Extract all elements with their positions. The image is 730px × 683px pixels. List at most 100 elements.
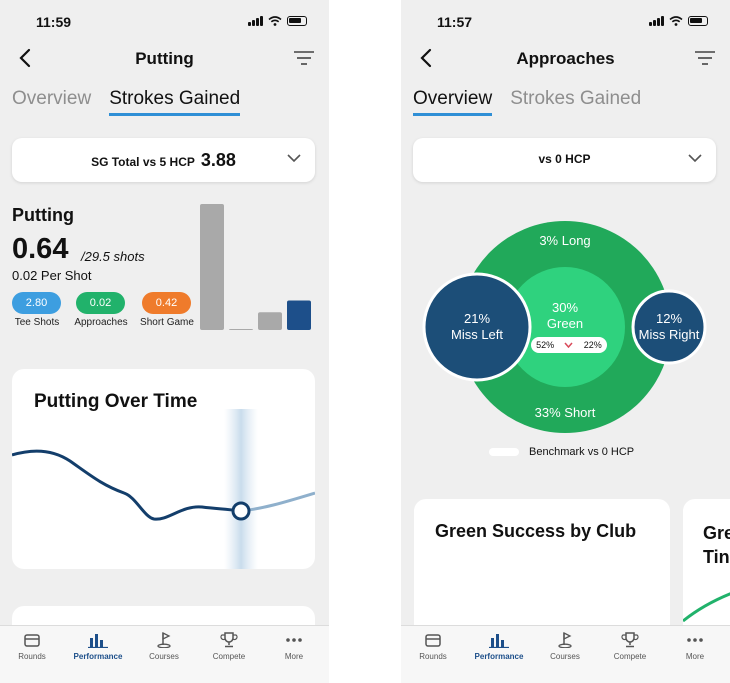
approach-target-graphic	[422, 221, 707, 433]
tab-more[interactable]: More	[264, 632, 324, 661]
more-dots-icon	[286, 638, 302, 642]
wifi-icon	[268, 16, 282, 26]
approaches-pill[interactable]: 0.02	[76, 292, 125, 314]
partial-card[interactable]: Gre Tin	[683, 499, 730, 649]
tab-label: Performance	[474, 652, 524, 661]
right-phone-screen: 11:57 Approaches Overview Strokes Gained…	[401, 0, 730, 683]
selection-highlight	[224, 409, 258, 569]
segment-tabs: Overview Strokes Gained	[413, 88, 641, 116]
sg-bar-chart	[200, 204, 311, 330]
tab-rounds[interactable]: Rounds	[403, 632, 463, 661]
sg-shots: /29.5 shots	[81, 249, 145, 264]
left-phone-screen: 11:59 Putting Overview Strokes Gained SG…	[0, 0, 329, 683]
courses-flag-icon	[157, 632, 171, 648]
green-success-card[interactable]: Green Success by Club	[414, 499, 670, 649]
back-chevron-icon[interactable]	[417, 46, 437, 70]
tab-courses[interactable]: Courses	[535, 632, 595, 661]
status-icons	[649, 16, 708, 26]
tab-label: Rounds	[18, 652, 46, 661]
comparison-selector[interactable]: SG Total vs 5 HCP 3.88	[12, 138, 315, 182]
page-title: Approaches	[516, 49, 615, 68]
filter-icon[interactable]	[293, 50, 315, 66]
tab-label: More	[284, 652, 304, 661]
bottom-tab-bar: Rounds Performance Courses Compete More	[401, 625, 730, 683]
trend-line	[12, 449, 241, 521]
tab-courses[interactable]: Courses	[134, 632, 194, 661]
benchmark-legend: Benchmark vs 0 HCP	[489, 446, 634, 458]
tee-shots-pill[interactable]: 2.80	[12, 292, 61, 314]
tab-compete[interactable]: Compete	[199, 632, 259, 661]
signal-icon	[248, 16, 263, 26]
chevron-down-icon	[688, 154, 702, 163]
legend-label: Benchmark vs 0 HCP	[529, 446, 635, 458]
tab-strokes-gained[interactable]: Strokes Gained	[510, 88, 642, 109]
tab-strokes-gained[interactable]: Strokes Gained	[109, 88, 241, 116]
signal-icon	[649, 16, 664, 26]
long-pct: 3% Long	[539, 233, 591, 248]
benchmark-b: 22%	[583, 340, 602, 350]
comparison-value: 3.88	[200, 150, 236, 170]
sg-category-title: Putting	[12, 205, 74, 225]
tab-rounds[interactable]: Rounds	[2, 632, 62, 661]
putting-trend-chart	[12, 409, 315, 569]
green-target-circle[interactable]	[505, 267, 625, 387]
tee-bar	[229, 329, 253, 330]
battery-icon	[688, 16, 708, 26]
tee-shots-caption: Tee Shots	[14, 317, 60, 328]
approach-bar	[258, 312, 282, 330]
short-game-pill[interactable]: 0.42	[142, 292, 191, 314]
back-chevron-icon[interactable]	[16, 46, 36, 70]
wifi-icon	[669, 16, 683, 26]
tab-performance[interactable]: Performance	[469, 632, 529, 661]
card-title: Putting Over Time	[34, 391, 198, 412]
tab-label: Rounds	[419, 652, 447, 661]
rounds-icon	[425, 634, 441, 647]
battery-icon	[287, 16, 307, 26]
putting-over-time-card[interactable]: Putting Over Time	[12, 369, 315, 569]
selected-point-handle[interactable]	[231, 501, 251, 521]
tab-label: Courses	[149, 652, 179, 661]
miss-right-label: Miss Right	[638, 327, 700, 342]
status-bar: 11:59	[0, 12, 329, 32]
bottom-tab-bar: Rounds Performance Courses Compete More	[0, 625, 329, 683]
card-title: Green Success by Club	[435, 521, 637, 541]
partial-trend-line	[683, 592, 730, 623]
card-title: Gre Tin	[703, 523, 730, 567]
comparison-label: SG Total vs 5 HCP	[91, 155, 195, 169]
nav-header: Putting	[0, 44, 329, 74]
segment-tabs: Overview Strokes Gained	[12, 88, 241, 116]
miss-right-circle[interactable]	[631, 289, 707, 365]
tab-label: Compete	[212, 652, 246, 661]
short-pct: 33% Short	[534, 405, 596, 420]
miss-right-pct: 12%	[655, 311, 683, 326]
tab-overview[interactable]: Overview	[413, 88, 493, 116]
status-time: 11:57	[437, 14, 473, 30]
trophy-icon	[621, 632, 639, 648]
rounds-icon	[24, 634, 40, 647]
comparison-selector[interactable]: vs 0 HCP	[413, 138, 716, 182]
tab-performance[interactable]: Performance	[68, 632, 128, 661]
comparison-label: vs 0 HCP	[538, 152, 591, 166]
sg-per-shot: 0.02 Per Shot	[12, 268, 92, 283]
more-dots-icon	[687, 638, 703, 642]
miss-left-pct: 21%	[463, 311, 491, 326]
tab-more[interactable]: More	[665, 632, 725, 661]
short-game-bar	[287, 300, 311, 330]
comparison-selector-label-wrap: SG Total vs 5 HCP 3.88	[12, 150, 315, 171]
status-bar: 11:57	[401, 12, 730, 32]
sg-value: 0.64	[12, 233, 69, 265]
tab-label: Performance	[73, 652, 123, 661]
performance-icon	[88, 634, 108, 648]
filter-icon[interactable]	[694, 50, 716, 66]
miss-left-label: Miss Left	[450, 327, 503, 342]
miss-left-circle[interactable]	[422, 272, 532, 382]
performance-icon	[489, 634, 509, 648]
benchmark-a: 52%	[536, 340, 555, 350]
chevron-down-red-icon	[564, 342, 574, 348]
tab-compete[interactable]: Compete	[600, 632, 660, 661]
putting-sg-bar	[200, 204, 224, 330]
tab-overview[interactable]: Overview	[12, 88, 92, 109]
status-icons	[248, 16, 307, 26]
green-label: Green	[546, 316, 584, 331]
page-title: Putting	[135, 49, 194, 68]
